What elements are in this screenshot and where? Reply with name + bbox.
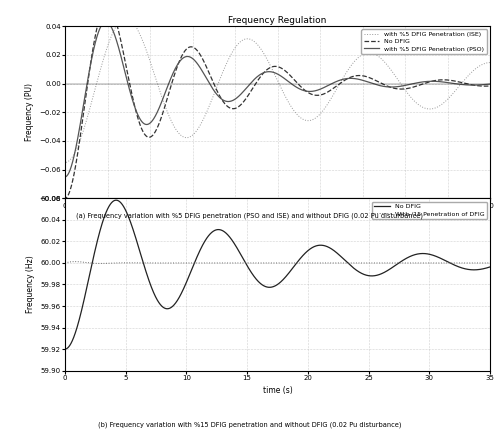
With /15 Penetration of DFIG (454, 260, 460, 266)
Line: No DFIG: No DFIG (65, 200, 490, 349)
No DFIG (151, 291, 157, 296)
No DFIG (62, 196, 68, 201)
With /15 Penetration of DFIG (72, 259, 78, 264)
No DFIG (62, 81, 68, 86)
No DFIG (453, 78, 459, 84)
with %5 DFIG Penetration (PSO) (244, 85, 250, 90)
No DFIG (487, 83, 493, 89)
No DFIG (264, 67, 270, 72)
with %5 DFIG Penetration (ISE) (264, 57, 270, 62)
with %5 DFIG Penetration (ISE) (371, 51, 377, 57)
Legend: with %5 DFIG Penetration (ISE), No DFIG, with %5 DFIG Penetration (PSO): with %5 DFIG Penetration (ISE), No DFIG,… (361, 29, 487, 54)
with %5 DFIG Penetration (PSO) (474, 82, 480, 88)
with %5 DFIG Penetration (ISE) (474, 65, 480, 70)
with %5 DFIG Penetration (ISE) (453, 87, 459, 92)
No DFIG (454, 264, 460, 269)
No DFIG (62, 260, 68, 266)
No DFIG (487, 264, 493, 269)
With /15 Penetration of DFIG (314, 260, 320, 266)
with %5 DFIG Penetration (PSO) (62, 81, 68, 86)
with %5 DFIG Penetration (ISE) (244, 36, 250, 41)
Text: (a) Frequency variation with %5 DFIG penetration (PSO and ISE) and without DFIG : (a) Frequency variation with %5 DFIG pen… (76, 213, 424, 219)
X-axis label: Time (seconds): Time (seconds) (248, 214, 306, 223)
Line: With /15 Penetration of DFIG: With /15 Penetration of DFIG (65, 262, 490, 263)
No DFIG (474, 83, 480, 88)
with %5 DFIG Penetration (PSO) (264, 69, 270, 75)
No DFIG (314, 243, 320, 248)
No DFIG (371, 77, 377, 82)
X-axis label: time (s): time (s) (262, 386, 292, 395)
Text: (b) Frequency variation with %15 DFIG penetration and without DFIG (0.02 Pu dist: (b) Frequency variation with %15 DFIG pe… (98, 422, 402, 428)
No DFIG (104, 3, 110, 8)
With /15 Penetration of DFIG (332, 260, 338, 266)
Legend: No DFIG, With /15 Penetration of DFIG: No DFIG, With /15 Penetration of DFIG (372, 201, 487, 219)
with %5 DFIG Penetration (PSO) (371, 82, 377, 87)
Y-axis label: Frequency (Hz): Frequency (Hz) (26, 255, 35, 313)
No DFIG (332, 249, 338, 254)
Y-axis label: Frequency (PU): Frequency (PU) (24, 83, 34, 141)
Title: Frequency Regulation: Frequency Regulation (228, 17, 326, 25)
with %5 DFIG Penetration (ISE) (487, 60, 493, 65)
With /15 Penetration of DFIG (263, 260, 269, 266)
With /15 Penetration of DFIG (487, 260, 493, 266)
Line: No DFIG: No DFIG (65, 5, 490, 198)
No DFIG (244, 94, 250, 99)
with %5 DFIG Penetration (ISE) (241, 37, 247, 42)
with %5 DFIG Penetration (ISE) (123, 16, 129, 21)
No DFIG (216, 227, 222, 232)
with %5 DFIG Penetration (ISE) (62, 160, 68, 165)
with %5 DFIG Penetration (PSO) (241, 89, 247, 94)
with %5 DFIG Penetration (PSO) (103, 19, 109, 24)
No DFIG (263, 284, 269, 290)
with %5 DFIG Penetration (PSO) (487, 82, 493, 87)
No DFIG (241, 99, 247, 104)
No DFIG (113, 198, 119, 203)
with %5 DFIG Penetration (PSO) (453, 81, 459, 86)
Line: with %5 DFIG Penetration (PSO): with %5 DFIG Penetration (PSO) (65, 22, 490, 177)
with %5 DFIG Penetration (PSO) (62, 174, 68, 180)
with %5 DFIG Penetration (ISE) (62, 81, 68, 86)
With /15 Penetration of DFIG (151, 260, 157, 266)
With /15 Penetration of DFIG (62, 260, 68, 266)
No DFIG (62, 347, 68, 352)
With /15 Penetration of DFIG (216, 260, 222, 266)
With /15 Penetration of DFIG (98, 261, 103, 266)
Line: with %5 DFIG Penetration (ISE): with %5 DFIG Penetration (ISE) (65, 18, 490, 163)
